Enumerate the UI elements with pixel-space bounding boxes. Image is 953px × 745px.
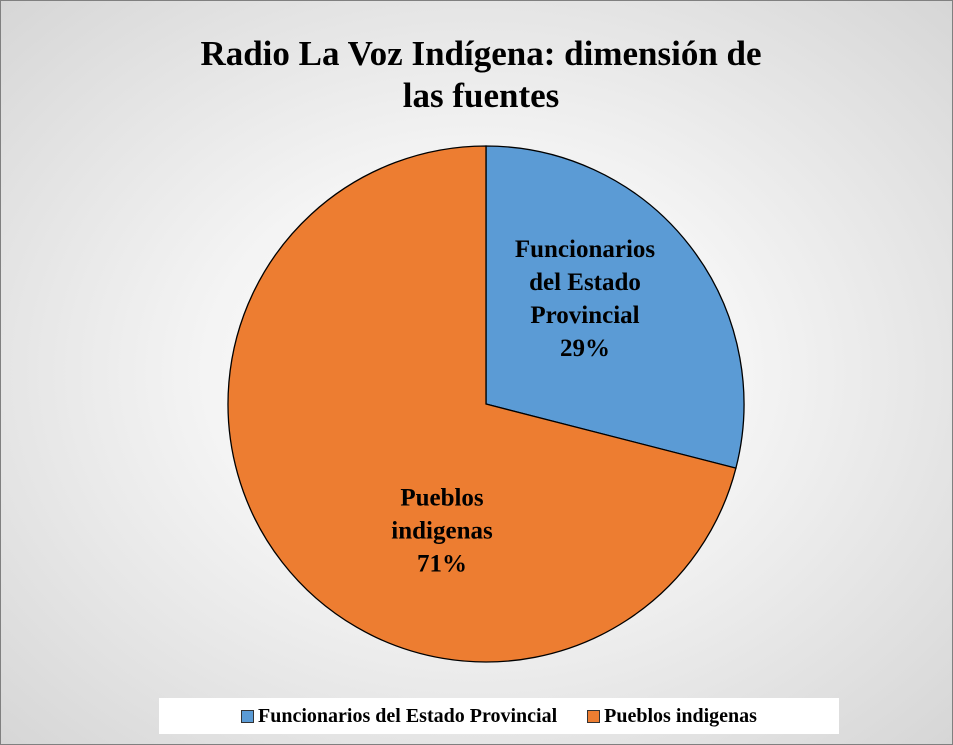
legend-swatch bbox=[587, 709, 601, 723]
slice-category: Pueblos indigenas bbox=[391, 484, 493, 545]
pie-slice bbox=[227, 145, 737, 663]
slice-label: Pueblos indigenas 71% bbox=[367, 482, 517, 581]
slice-label: Funcionarios del Estado Provincial 29% bbox=[500, 233, 670, 365]
slice-value: 71% bbox=[417, 550, 467, 578]
legend-item: Funcionarios del Estado Provincial bbox=[241, 705, 557, 728]
legend-label: Funcionarios del Estado Provincial bbox=[258, 704, 558, 727]
slice-value: 29% bbox=[560, 335, 610, 362]
legend-item: Pueblos indigenas bbox=[587, 705, 757, 728]
slice-category: Funcionarios del Estado Provincial bbox=[514, 236, 656, 329]
legend-swatch bbox=[241, 709, 255, 723]
chart-title: Radio La Voz Indígena: dimensión de las … bbox=[200, 34, 762, 115]
legend: Funcionarios del Estado Provincial Pueblo… bbox=[159, 698, 839, 734]
pie-slice bbox=[485, 145, 745, 469]
legend-label: Pueblos indigenas bbox=[604, 704, 757, 727]
